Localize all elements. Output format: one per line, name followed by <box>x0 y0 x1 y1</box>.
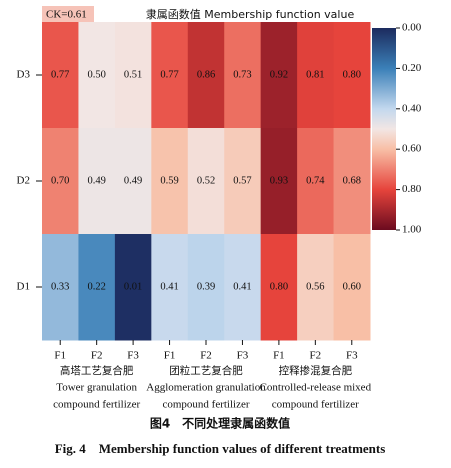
value-label: 0.57 <box>233 175 251 186</box>
cell <box>260 234 298 341</box>
caption-cn: 图4 不同处理隶属函数值 <box>150 416 290 431</box>
x-tick-label: F1 <box>273 350 285 362</box>
value-label: 0.49 <box>124 175 142 186</box>
cell <box>78 128 116 235</box>
value-label: 0.86 <box>197 69 215 80</box>
cell <box>187 234 225 341</box>
value-label: 0.80 <box>343 69 361 80</box>
x-tick-label: F2 <box>200 350 212 362</box>
value-label: 0.56 <box>306 281 324 292</box>
value-label: 0.60 <box>343 281 361 292</box>
value-label: 0.59 <box>160 175 178 186</box>
value-label: 0.52 <box>197 175 215 186</box>
cell <box>333 22 371 129</box>
value-label: 0.41 <box>233 281 251 292</box>
value-label: 0.39 <box>197 281 215 292</box>
x-tick-label: F3 <box>237 350 249 362</box>
cell <box>187 128 225 235</box>
cell <box>333 234 371 341</box>
colorbar-tick-label: 0.60 <box>402 143 422 155</box>
value-label: 0.41 <box>160 281 178 292</box>
cell <box>297 22 335 129</box>
cell <box>187 22 225 129</box>
colorbar-tick-label: 0.20 <box>402 62 422 74</box>
cell <box>333 128 371 235</box>
x-tick-label: F1 <box>164 350 176 362</box>
group-label: Agglomeration granulation <box>146 382 266 394</box>
cell <box>78 22 116 129</box>
value-label: 0.81 <box>306 69 324 80</box>
cell <box>260 128 298 235</box>
cell <box>42 128 79 235</box>
group-label: 团粒工艺复合肥 <box>169 364 243 377</box>
group-label: 控释掺混复合肥 <box>279 364 353 377</box>
cell <box>114 22 152 129</box>
value-label: 0.68 <box>343 175 361 186</box>
colorbar-tick-label: 0.40 <box>402 102 422 114</box>
annotation-box <box>42 6 94 23</box>
cell <box>42 234 79 341</box>
value-label: 0.73 <box>233 69 251 80</box>
cell <box>42 22 79 129</box>
y-tick-label: D1 <box>17 281 30 293</box>
caption-en: Fig. 4 Membership function values of dif… <box>55 441 386 456</box>
value-label: 0.74 <box>306 175 325 186</box>
group-label: compound fertilizer <box>162 399 249 411</box>
cell <box>114 128 152 235</box>
cell <box>78 234 116 341</box>
group-label: compound fertilizer <box>272 399 359 411</box>
value-label: 0.49 <box>87 175 105 186</box>
cell <box>114 234 152 341</box>
value-label: 0.77 <box>51 69 69 80</box>
y-tick-label: D2 <box>17 175 30 187</box>
x-tick-label: F1 <box>54 350 66 362</box>
value-label: 0.93 <box>270 175 288 186</box>
x-tick-label: F3 <box>346 350 358 362</box>
cell <box>224 128 262 235</box>
group-label: Controlled-release mixed <box>260 382 372 394</box>
value-label: 0.33 <box>51 281 69 292</box>
group-label: Tower granulation <box>56 382 137 394</box>
colorbar-tick-label: 0.80 <box>402 183 422 195</box>
cell <box>151 234 189 341</box>
group-label: 高塔工艺复合肥 <box>60 364 134 377</box>
x-tick-label: F3 <box>127 350 139 362</box>
x-tick-label: F2 <box>91 350 103 362</box>
value-label: 0.01 <box>124 281 142 292</box>
value-label: 0.77 <box>160 69 178 80</box>
chart-title: 隶属函数值 Membership function value <box>146 7 355 21</box>
annotation: CK=0.61 <box>46 9 87 21</box>
cell <box>224 234 262 341</box>
cell <box>224 22 262 129</box>
group-label: compound fertilizer <box>53 399 140 411</box>
cell <box>297 128 335 235</box>
value-label: 0.70 <box>51 175 69 186</box>
value-label: 0.22 <box>87 281 105 292</box>
y-tick-label: D3 <box>17 69 31 81</box>
x-tick-label: F2 <box>310 350 322 362</box>
colorbar <box>372 28 396 230</box>
cell <box>297 234 335 341</box>
value-label: 0.51 <box>124 69 142 80</box>
cell <box>151 128 189 235</box>
value-label: 0.50 <box>87 69 105 80</box>
value-label: 0.80 <box>270 281 288 292</box>
colorbar-tick-label: 1.00 <box>402 224 422 236</box>
colorbar-tick-label: 0.00 <box>402 22 422 34</box>
cell <box>260 22 298 129</box>
cell <box>151 22 189 129</box>
value-label: 0.92 <box>270 69 288 80</box>
